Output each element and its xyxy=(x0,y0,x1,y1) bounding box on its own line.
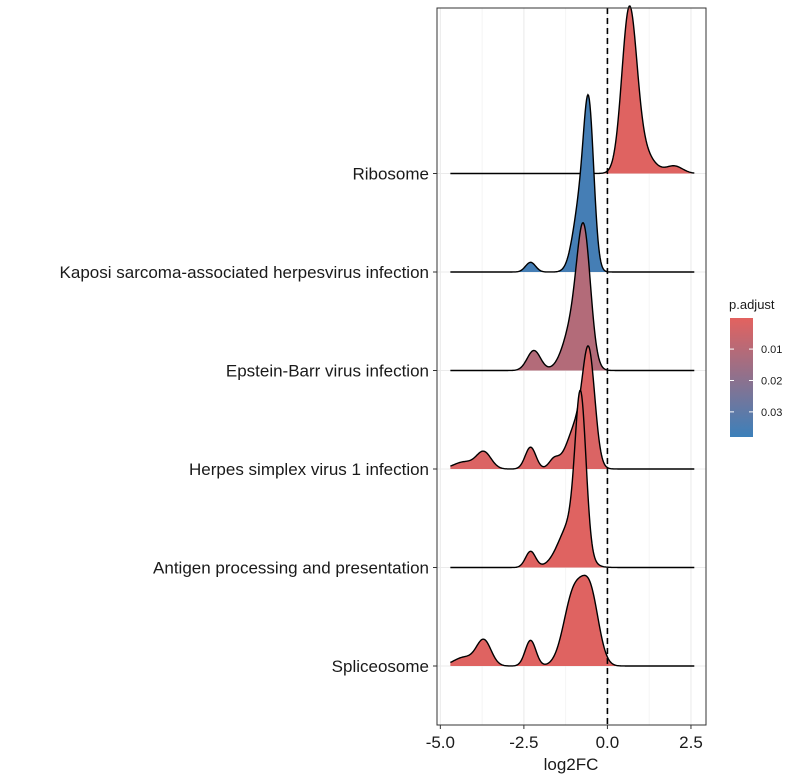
y-label-2: Epstein-Barr virus infection xyxy=(226,362,429,381)
ridge-fill-5 xyxy=(450,575,695,666)
x-tick-label-2: 0.0 xyxy=(596,733,620,752)
ridge-1 xyxy=(450,93,695,273)
ridge-outline-0 xyxy=(450,5,695,175)
y-label-0: Ribosome xyxy=(352,165,429,184)
ridge-5 xyxy=(450,574,695,667)
legend-ticks: 0.01 0.02 0.03 xyxy=(730,344,782,419)
legend: p.adjust 0.01 0.02 0.03 xyxy=(729,297,782,437)
ridge-2 xyxy=(450,221,695,372)
ridge-fill-4 xyxy=(450,390,695,568)
ridge-outline-2 xyxy=(450,221,695,372)
x-axis-title: log2FC xyxy=(544,755,599,774)
ridge-outline-5 xyxy=(450,574,695,667)
ridge-fill-0 xyxy=(450,6,695,174)
legend-title: p.adjust xyxy=(729,297,775,312)
ridge-fill-1 xyxy=(450,94,695,272)
x-tick-label-3: 2.5 xyxy=(679,733,703,752)
ridge-3 xyxy=(450,344,695,470)
y-label-5: Spliceosome xyxy=(332,657,429,676)
ridge-outline-3 xyxy=(450,344,695,470)
x-tick-label-1: -2.5 xyxy=(509,733,538,752)
ridges xyxy=(450,5,695,667)
ridge-4 xyxy=(450,389,695,569)
legend-tick-label-1: 0.02 xyxy=(761,375,782,387)
legend-colorbar xyxy=(730,318,753,437)
y-axis-labels: Ribosome Kaposi sarcoma-associated herpes… xyxy=(60,165,437,676)
ridge-fill-3 xyxy=(450,345,695,469)
legend-tick-label-2: 0.03 xyxy=(761,407,782,419)
ridge-outline-1 xyxy=(450,93,695,273)
ridge-fill-2 xyxy=(450,222,695,371)
overlay xyxy=(436,7,707,726)
ridge-outline-4 xyxy=(450,389,695,569)
x-tick-label-0: -5.0 xyxy=(426,733,455,752)
y-label-4: Antigen processing and presentation xyxy=(153,559,429,578)
y-label-3: Herpes simplex virus 1 infection xyxy=(189,460,429,479)
ridge-0 xyxy=(450,5,695,175)
legend-tick-label-0: 0.01 xyxy=(761,344,782,356)
panel-border xyxy=(436,7,707,726)
x-axis: -5.0 -2.5 0.0 2.5 xyxy=(426,725,703,752)
y-label-1: Kaposi sarcoma-associated herpesvirus in… xyxy=(60,263,429,282)
